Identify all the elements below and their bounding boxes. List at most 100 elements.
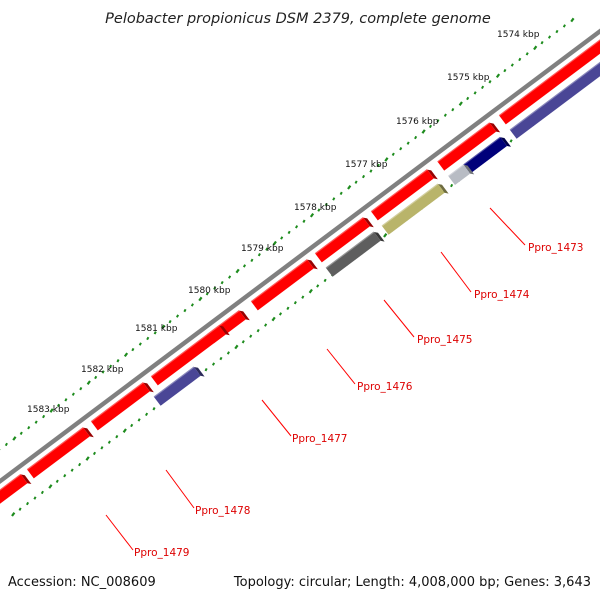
gene-label-ppro-1479[interactable]: Ppro_1479 [134,547,189,559]
tick-mark [280,236,284,240]
gene-bar-3 [370,169,438,221]
tick-mark [70,468,74,472]
gene-bar-8-edge [143,382,154,393]
gene-bar-5-face [251,259,314,311]
tick-mark [123,352,129,358]
gene-bar-7 [150,325,230,386]
gene-label-ppro-1478[interactable]: Ppro_1478 [195,505,250,517]
tick-mark [138,342,142,346]
tick-mark [488,80,492,84]
feature-bar-3-edge [463,164,475,175]
tick-mark [137,418,141,422]
gene-label-ppro-1473[interactable]: Ppro_1473 [528,242,583,254]
tick-mark [421,129,426,134]
tick-mark [533,45,538,51]
feature-bar-2-edge [500,137,511,147]
gene-bar-8-highlight [90,382,144,423]
gene-bar-4 [314,217,374,263]
tick-mark [518,57,522,62]
tick-mark [107,440,111,444]
map-title: Pelobacter propionicus DSM 2379, complet… [105,11,491,27]
tick-mark [406,141,410,145]
gene-label-ppro-1475[interactable]: Ppro_1475 [417,334,472,346]
tick-mark [361,174,366,179]
tick-mark [12,436,17,441]
tick-mark [42,414,46,419]
gene-bar-2-edge [489,122,501,133]
tick-mark [466,96,470,101]
gene-bar-5-highlight [250,259,308,303]
gene-bar-3-edge [427,169,438,180]
feature-bar-6-highlight [153,366,195,398]
tick-mark [219,356,223,361]
tick-mark [309,212,315,218]
gene-bar-10-highlight [0,473,22,491]
tick-mark [450,183,454,188]
gene-bar-8 [90,382,154,431]
gene-label-ppro-1476[interactable]: Ppro_1476 [357,381,413,393]
gene-bar-8-face [91,382,150,431]
tick-labels: 1574 kbp 1575 kbp 1576 kbp 1577 kbp 1578… [27,30,540,415]
feature-bar-6-edge [194,367,205,377]
feature-bar-4-face [382,184,445,235]
gene-bar-7-highlight [150,325,220,378]
backbone-line [0,28,600,485]
genome-backbone [0,28,600,485]
tick-mark [146,336,150,341]
tick-mark [55,479,59,483]
tick-mark [190,303,194,307]
tick-mark [562,24,566,28]
tick-mark [241,340,245,344]
tick-mark [369,169,373,173]
tick-mark [287,230,291,235]
gene-bar-3-face [371,169,434,221]
tick-mark [451,107,455,112]
gene-bar-4-face [315,217,370,263]
gene-label-ppro-1477[interactable]: Ppro_1477 [292,433,347,445]
accession-text: Accession: NC_008609 [8,575,156,590]
tick-mark [204,367,208,372]
tick-mark [115,434,119,439]
gene-label-ppro-1474[interactable]: Ppro_1474 [474,289,530,301]
tick-mark [540,40,544,45]
feature-bar-3-highlight [448,164,464,177]
tick-mark [302,219,306,223]
tick-mark [301,295,305,299]
tick-mark [264,323,268,327]
tick-mark [86,380,91,385]
leader-line [165,469,195,509]
tick-mark [48,484,53,489]
leader-line [326,348,356,385]
tick-mark [64,398,68,402]
tick-mark [256,328,260,333]
feature-bar-5-highlight [325,231,375,269]
tick-mark [265,247,269,251]
tick-mark [4,442,8,447]
tick-mark [570,17,575,23]
gene-bar-7-face [151,325,226,386]
tick-mark [78,462,82,467]
tick-mark [354,180,358,184]
tick-mark [324,202,328,207]
tick-mark [175,314,180,318]
tick-mark [249,334,253,338]
feature-bar-6 [153,366,205,406]
tick-mark [94,375,98,380]
tick-mark [323,278,327,283]
tick-mark [100,446,104,450]
tick-mark [34,420,38,424]
tick-mark [278,312,283,316]
gene-bar-4-edge [363,217,374,228]
tick-mark [220,280,224,285]
tick-mark [509,139,513,143]
feature-bar-3-face [448,164,471,185]
tick-mark [555,29,559,34]
tick-mark [376,163,380,168]
feature-bar-5 [325,231,385,277]
feature-bar-5-edge [374,232,385,242]
tick-mark [101,370,105,374]
tick-mark [213,286,217,290]
tick-mark [547,35,552,39]
tick-mark [130,423,134,428]
tick-mark [286,306,290,311]
